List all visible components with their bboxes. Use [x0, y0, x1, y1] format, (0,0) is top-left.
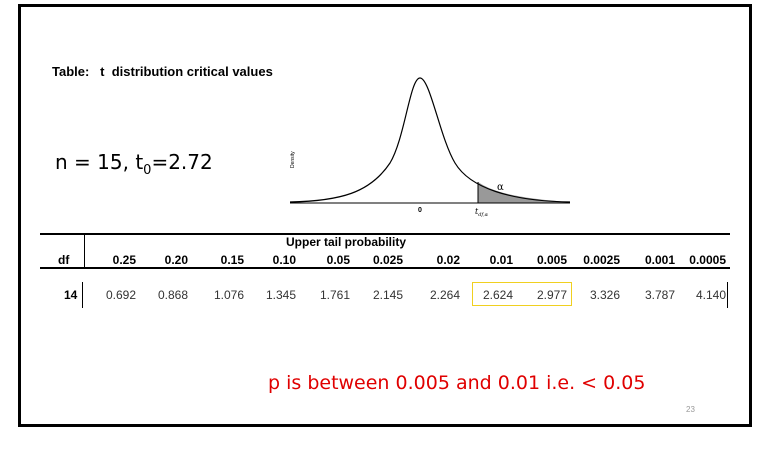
- table-cell: 1.345: [265, 288, 296, 302]
- table-cell: 0.868: [157, 288, 188, 302]
- df-header: df: [58, 253, 70, 267]
- upper-tail-label: Upper tail probability: [286, 235, 407, 249]
- table-top-rule: [40, 233, 730, 235]
- given-prefix: n = 15, t: [55, 150, 144, 174]
- column-header: 0.10: [272, 253, 296, 267]
- column-header: 0.0005: [689, 253, 726, 267]
- given-suffix: =2.72: [151, 150, 213, 174]
- table-cell: 2.145: [372, 288, 403, 302]
- highlight-box: [472, 282, 572, 306]
- table-cell: 2.624: [482, 288, 513, 302]
- table-cell: 0.692: [105, 288, 136, 302]
- slide: [18, 4, 752, 427]
- column-header: 0.005: [536, 253, 567, 267]
- column-header: 0.15: [220, 253, 244, 267]
- table-cell: 3.326: [589, 288, 620, 302]
- column-header: 0.05: [326, 253, 350, 267]
- table-cell: 3.787: [644, 288, 675, 302]
- row-right-rule: [727, 282, 728, 308]
- table-cell: 2.977: [536, 288, 567, 302]
- page-number: 23: [686, 405, 695, 414]
- column-header: 0.001: [644, 253, 675, 267]
- column-header: 0.0025: [583, 253, 620, 267]
- table-title: Table: t distribution critical values: [52, 64, 273, 79]
- table-cell: 1.076: [213, 288, 244, 302]
- column-header: 0.025: [372, 253, 403, 267]
- tail-area-shading: [478, 182, 570, 203]
- t-table-header: Upper tail probability df 0.25 0.20 0.15 0.…: [40, 233, 730, 269]
- alpha-label: α: [497, 182, 504, 193]
- critical-value-label: tdf,α: [475, 207, 489, 218]
- critical-t: t: [475, 207, 479, 216]
- density-curve: [289, 77, 571, 203]
- column-header: 0.20: [164, 253, 188, 267]
- zero-label: 0: [418, 207, 422, 214]
- column-header: 0.01: [489, 253, 513, 267]
- table-cell: 1.761: [319, 288, 350, 302]
- df-column-divider: [84, 233, 85, 267]
- given-subscript: 0: [143, 163, 152, 178]
- column-header: 0.25: [112, 253, 136, 267]
- critical-subscript: df,α: [478, 212, 488, 218]
- header-bottom-rule: [40, 267, 730, 269]
- t-distribution-curve: Density 0 α tdf,α: [289, 77, 571, 218]
- table-cell: 4.140: [695, 288, 726, 302]
- row-df-value: 14: [64, 288, 78, 302]
- given-values: n = 15, t0=2.72: [55, 150, 213, 178]
- row-left-rule: [82, 282, 83, 308]
- column-header: 0.02: [436, 253, 460, 267]
- table-cell: 2.264: [429, 288, 460, 302]
- conclusion-note: p is between 0.005 and 0.01 i.e. < 0.05: [268, 372, 646, 394]
- density-axis-label: Density: [290, 151, 296, 168]
